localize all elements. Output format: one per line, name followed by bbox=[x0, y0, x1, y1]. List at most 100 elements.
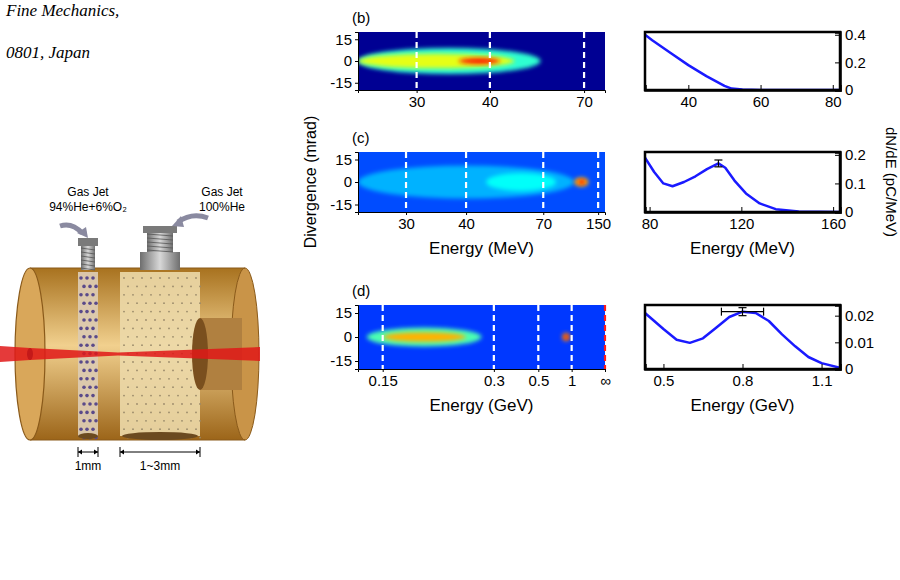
tick-label: 0 bbox=[344, 328, 352, 345]
tick: 0.5 bbox=[654, 364, 675, 389]
gas-arrow-head bbox=[172, 216, 184, 227]
tick: 0 bbox=[344, 173, 358, 190]
axis-line bbox=[355, 33, 359, 91]
gas-dot bbox=[177, 378, 179, 380]
tick: 80 bbox=[825, 85, 842, 110]
gas-dot bbox=[132, 277, 134, 279]
gas-dot bbox=[79, 377, 83, 381]
y-axis: 150-15 bbox=[330, 151, 358, 213]
jet-label: Gas Jet bbox=[67, 185, 109, 199]
tick: 70 bbox=[576, 90, 593, 110]
gas-dot bbox=[159, 344, 161, 346]
gas-dot bbox=[88, 318, 92, 322]
axis-line bbox=[646, 364, 841, 370]
tick-label: 15 bbox=[335, 151, 352, 168]
gas-dot bbox=[85, 377, 89, 381]
gas-dot bbox=[141, 412, 143, 414]
gas-dot bbox=[163, 386, 165, 388]
tick: 0 bbox=[835, 360, 853, 377]
y-axis: 00.20.4 bbox=[835, 26, 866, 98]
gas-dot bbox=[177, 344, 179, 346]
gas-dot bbox=[82, 402, 86, 406]
gas-dot bbox=[132, 378, 134, 380]
tick-label: 1 bbox=[568, 372, 576, 389]
tick-label: 0.4 bbox=[845, 26, 866, 43]
tick: 0 bbox=[835, 203, 853, 220]
tick: 0.2 bbox=[835, 146, 866, 163]
tick-label: 0 bbox=[845, 203, 853, 220]
y-axis: 150-15 bbox=[330, 31, 358, 92]
tick-label: 0.3 bbox=[484, 372, 505, 389]
tick: -15 bbox=[330, 352, 358, 369]
tick: 80 bbox=[642, 207, 659, 232]
gas-dot bbox=[127, 286, 129, 288]
gas-dot bbox=[150, 378, 152, 380]
gas-dot bbox=[94, 419, 98, 423]
heatmap-marks bbox=[358, 152, 605, 212]
gas-dot bbox=[79, 276, 83, 280]
gas-dot bbox=[195, 395, 197, 397]
tick-label: -15 bbox=[330, 352, 352, 369]
gas-dot bbox=[136, 336, 138, 338]
gas-dot bbox=[199, 420, 201, 422]
gas-dot bbox=[85, 293, 89, 297]
gas-dot bbox=[79, 394, 83, 398]
cell-edge bbox=[30, 440, 245, 441]
electron-signal bbox=[564, 335, 568, 338]
gas-dot bbox=[172, 302, 174, 304]
gas-dot bbox=[91, 377, 95, 381]
nozzle-cap bbox=[143, 226, 177, 233]
tick-mark bbox=[355, 182, 358, 183]
gas-dot bbox=[123, 344, 125, 346]
panel-heatmap: 0.150.30.51∞150-15(d)Energy (GeV) bbox=[330, 282, 611, 415]
gas-dot bbox=[163, 420, 165, 422]
tick: 15 bbox=[335, 304, 358, 321]
gas-dot bbox=[136, 403, 138, 405]
electron-signal bbox=[358, 48, 541, 74]
tick-mark bbox=[833, 85, 834, 90]
tick-label: 120 bbox=[729, 215, 754, 232]
gas-dot bbox=[94, 318, 98, 322]
gas-dot bbox=[141, 428, 143, 430]
nozzle-cap bbox=[78, 238, 98, 246]
tick-label: 0 bbox=[845, 81, 853, 98]
panel-label: (c) bbox=[352, 129, 370, 146]
gas-dot bbox=[136, 319, 138, 321]
gas-dot bbox=[186, 277, 188, 279]
panel-spectrum: 0.50.81.100.010.02Energy (GeV) bbox=[645, 305, 874, 415]
gas-dot bbox=[79, 411, 83, 415]
tick: 0 bbox=[344, 328, 358, 345]
tick: 0 bbox=[344, 52, 358, 69]
gas-dot bbox=[150, 395, 152, 397]
tick-mark bbox=[355, 313, 358, 314]
gas-dot bbox=[88, 335, 92, 339]
gas-dot bbox=[91, 343, 95, 347]
tick-label: 0 bbox=[845, 360, 853, 377]
gas-dot bbox=[85, 327, 89, 331]
grid-line bbox=[465, 152, 467, 212]
grid-line bbox=[597, 152, 599, 212]
gas-dot bbox=[79, 360, 83, 364]
gas-dot bbox=[168, 311, 170, 313]
gas-dot bbox=[150, 277, 152, 279]
error-cap bbox=[739, 307, 747, 308]
tick-label: 80 bbox=[642, 215, 659, 232]
heatmap-marks bbox=[358, 32, 605, 90]
gas-dot bbox=[82, 285, 86, 289]
dimension-arrow bbox=[120, 450, 124, 455]
gas-dot bbox=[136, 420, 138, 422]
gas-dot bbox=[159, 311, 161, 313]
gas-dot bbox=[163, 370, 165, 372]
tick: 120 bbox=[729, 207, 754, 232]
heatmap-marks bbox=[358, 305, 605, 369]
tick-label: 0 bbox=[344, 52, 352, 69]
panel-heatmap: 304070150150-15(c)Energy (MeV)Divergence… bbox=[302, 116, 611, 258]
electron-signal bbox=[486, 173, 556, 191]
tick-label: 0.01 bbox=[845, 334, 874, 351]
tick-mark bbox=[650, 207, 651, 212]
tick-mark bbox=[835, 212, 840, 213]
panel-label: (b) bbox=[352, 9, 370, 26]
tick-mark bbox=[835, 369, 840, 370]
gas-dot bbox=[91, 327, 95, 331]
gas-dot bbox=[172, 420, 174, 422]
